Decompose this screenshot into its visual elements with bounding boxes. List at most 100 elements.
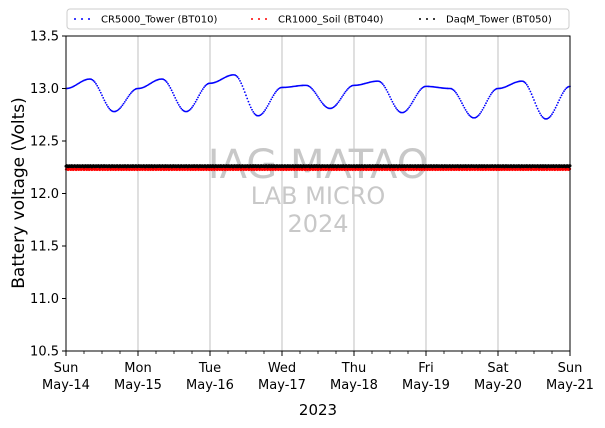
data-point-cr5000 [476, 115, 479, 118]
legend-label: CR1000_Soil (BT040) [278, 15, 384, 26]
x-tick-label-day: Sat [487, 361, 508, 376]
data-point-cr5000 [261, 112, 264, 114]
data-point-cr5000 [132, 89, 135, 92]
watermark: IAG MATAO LAB MICRO 2024 [208, 142, 428, 238]
data-point-cr5000 [339, 97, 342, 100]
y-tick-label: 12.5 [30, 135, 59, 150]
data-point-cr5000 [396, 108, 399, 111]
data-point-cr5000 [276, 89, 279, 92]
data-point-cr5000 [264, 109, 267, 111]
data-point-cr5000 [251, 108, 253, 111]
data-point-cr5000 [391, 100, 394, 103]
data-point-cr5000 [392, 103, 395, 105]
data-point-cr5000 [557, 101, 559, 104]
data-point-cr5000 [386, 91, 389, 93]
y-tick-label: 11.0 [30, 292, 59, 307]
data-point-cr5000 [548, 116, 551, 119]
data-point-cr5000 [341, 96, 343, 98]
data-point-cr5000 [417, 90, 420, 93]
data-point-cr5000 [314, 92, 317, 95]
data-point-cr5000 [529, 90, 532, 93]
data-point-cr5000 [127, 95, 130, 98]
data-point-cr5000 [263, 110, 265, 113]
data-point-cr5000 [170, 89, 173, 92]
data-point-cr5000 [93, 81, 96, 84]
data-point-cr5000 [452, 89, 455, 91]
data-series [64, 73, 572, 172]
data-point-cr5000 [486, 100, 489, 102]
data-point-cr5000 [204, 85, 207, 87]
x-axis: Sun May-14 Mon May-15 Tue May-16 Wed May-17 Thu M… [42, 351, 594, 393]
data-point-cr5000 [320, 101, 323, 104]
data-point-cr5000 [236, 76, 239, 78]
data-point-cr5000 [560, 94, 563, 97]
data-point-cr5000 [197, 96, 199, 99]
data-point-cr5000 [487, 97, 490, 100]
data-point-cr5000 [312, 89, 315, 92]
data-point-cr5000 [117, 108, 120, 111]
data-point-cr5000 [456, 93, 459, 96]
data-point-cr5000 [309, 86, 312, 89]
data-point-cr5000 [464, 108, 467, 111]
data-point-cr5000 [384, 86, 387, 89]
legend-marker [251, 18, 253, 20]
data-point-cr5000 [393, 105, 396, 108]
data-point-cr5000 [390, 98, 393, 101]
data-point-cr5000 [397, 110, 400, 112]
data-point-cr5000 [96, 84, 99, 87]
data-point-cr5000 [171, 91, 174, 94]
data-point-cr5000 [248, 103, 251, 106]
data-point-cr5000 [489, 93, 492, 96]
x-tick-label-day: Fri [418, 361, 434, 376]
data-point-cr5000 [253, 112, 256, 115]
x-tick-label-date: May-21 [546, 378, 594, 393]
data-point-cr5000 [413, 98, 415, 101]
data-point-cr5000 [385, 88, 388, 91]
x-tick-label-date: May-18 [330, 378, 378, 393]
data-point-cr5000 [194, 100, 197, 103]
x-tick-label-day: Wed [268, 361, 296, 376]
legend-marker [426, 18, 428, 20]
data-point-cr5000 [389, 96, 391, 98]
x-tick-label-day: Sun [54, 361, 79, 376]
data-point-cr5000 [308, 85, 311, 88]
data-point-cr5000 [337, 101, 340, 104]
data-point-cr5000 [91, 78, 94, 81]
data-point-cr5000 [549, 114, 552, 117]
data-point-cr5000 [98, 89, 101, 92]
series-daqm-tower [64, 164, 572, 169]
legend-marker [74, 18, 76, 20]
y-tick-label: 12.0 [30, 187, 59, 202]
data-point-cr5000 [347, 87, 349, 90]
data-point-cr5000 [343, 92, 346, 95]
data-point-cr5000 [235, 74, 238, 77]
data-point-cr5000 [123, 100, 126, 103]
data-point-cr5000 [92, 79, 95, 82]
data-point-cr5000 [119, 107, 121, 110]
legend-label: DaqM_Tower (BT050) [446, 15, 552, 26]
data-point-cr5000 [553, 109, 556, 111]
data-point-cr5000 [260, 113, 263, 116]
data-point-cr5000 [242, 88, 245, 90]
data-point-cr5000 [116, 109, 119, 112]
legend-marker [88, 18, 90, 20]
data-point-cr5000 [564, 88, 567, 91]
data-point-cr5000 [459, 100, 462, 102]
data-point-cr5000 [174, 96, 177, 99]
data-point-cr5000 [555, 104, 558, 107]
data-point-cr5000 [551, 113, 553, 116]
data-point-cr5000 [109, 108, 112, 111]
data-point-cr5000 [121, 104, 124, 107]
data-point-cr5000 [168, 84, 171, 87]
data-point-cr5000 [527, 85, 529, 88]
data-point-cr5000 [563, 90, 565, 93]
data-point-cr5000 [272, 94, 275, 97]
legend-label: CR5000_Tower (BT010) [101, 15, 217, 26]
data-point-cr5000 [108, 107, 111, 110]
data-point-cr5000 [239, 79, 241, 82]
data-point-cr5000 [533, 99, 535, 101]
data-point-cr5000 [477, 114, 480, 116]
data-point-cr5000 [195, 98, 198, 101]
data-point-cr5000 [342, 94, 345, 96]
x-tick-label-date: May-17 [258, 378, 306, 393]
